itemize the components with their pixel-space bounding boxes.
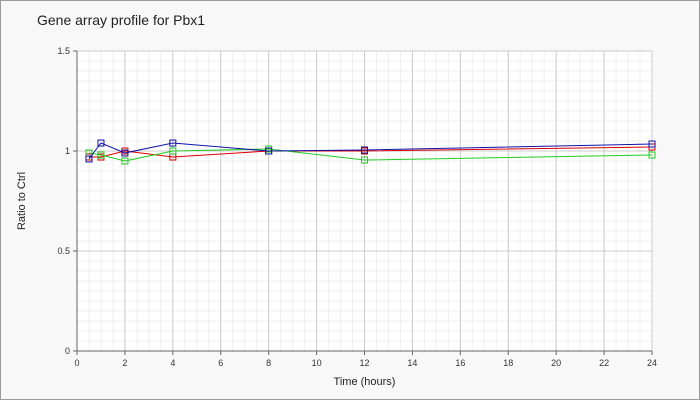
data-point-marker xyxy=(648,140,656,148)
y-tick-label: 1 xyxy=(65,146,70,156)
data-point-marker xyxy=(169,139,177,147)
data-point-marker xyxy=(121,149,129,157)
series-line xyxy=(88,142,653,160)
series-line xyxy=(88,146,653,158)
x-tick-label: 12 xyxy=(359,358,369,368)
data-point-marker xyxy=(265,147,273,155)
data-point-marker xyxy=(97,139,105,147)
y-tick-label: 1.5 xyxy=(57,46,70,56)
data-point-marker xyxy=(361,156,368,164)
y-axis-label: Ratio to Ctrl xyxy=(16,172,28,230)
x-tick-label: 18 xyxy=(503,358,513,368)
x-axis-label: Time (hours) xyxy=(334,376,396,388)
x-tick-label: 4 xyxy=(170,358,175,368)
x-tick-label: 24 xyxy=(647,358,657,368)
x-axis-ticks: 0 2 4 6 8 10 12 14 16 18 20 22 24 xyxy=(74,351,657,368)
x-tick-label: 22 xyxy=(599,358,609,368)
x-tick-label: 10 xyxy=(312,358,322,368)
x-tick-label: 14 xyxy=(407,358,417,368)
x-tick-label: 2 xyxy=(122,358,127,368)
chart-title: Gene array profile for Pbx1 xyxy=(37,12,205,28)
x-tick-label: 6 xyxy=(218,358,223,368)
data-point-marker xyxy=(361,146,368,154)
data-point-marker xyxy=(121,157,129,165)
y-axis-ticks: 0 0.5 1 1.5 xyxy=(57,46,77,356)
x-tick-label: 0 xyxy=(74,358,79,368)
data-point-marker xyxy=(97,151,105,159)
data-point-marker xyxy=(85,155,93,163)
series-group xyxy=(85,139,656,165)
x-tick-label: 20 xyxy=(551,358,561,368)
data-point-marker xyxy=(648,151,656,159)
y-tick-label: 0 xyxy=(65,346,70,356)
x-tick-label: 16 xyxy=(455,358,465,368)
series-line xyxy=(88,148,653,162)
x-tick-label: 8 xyxy=(266,358,271,368)
y-tick-label: 0.5 xyxy=(57,246,70,256)
series-3 xyxy=(85,139,656,163)
data-point-marker xyxy=(169,147,177,155)
